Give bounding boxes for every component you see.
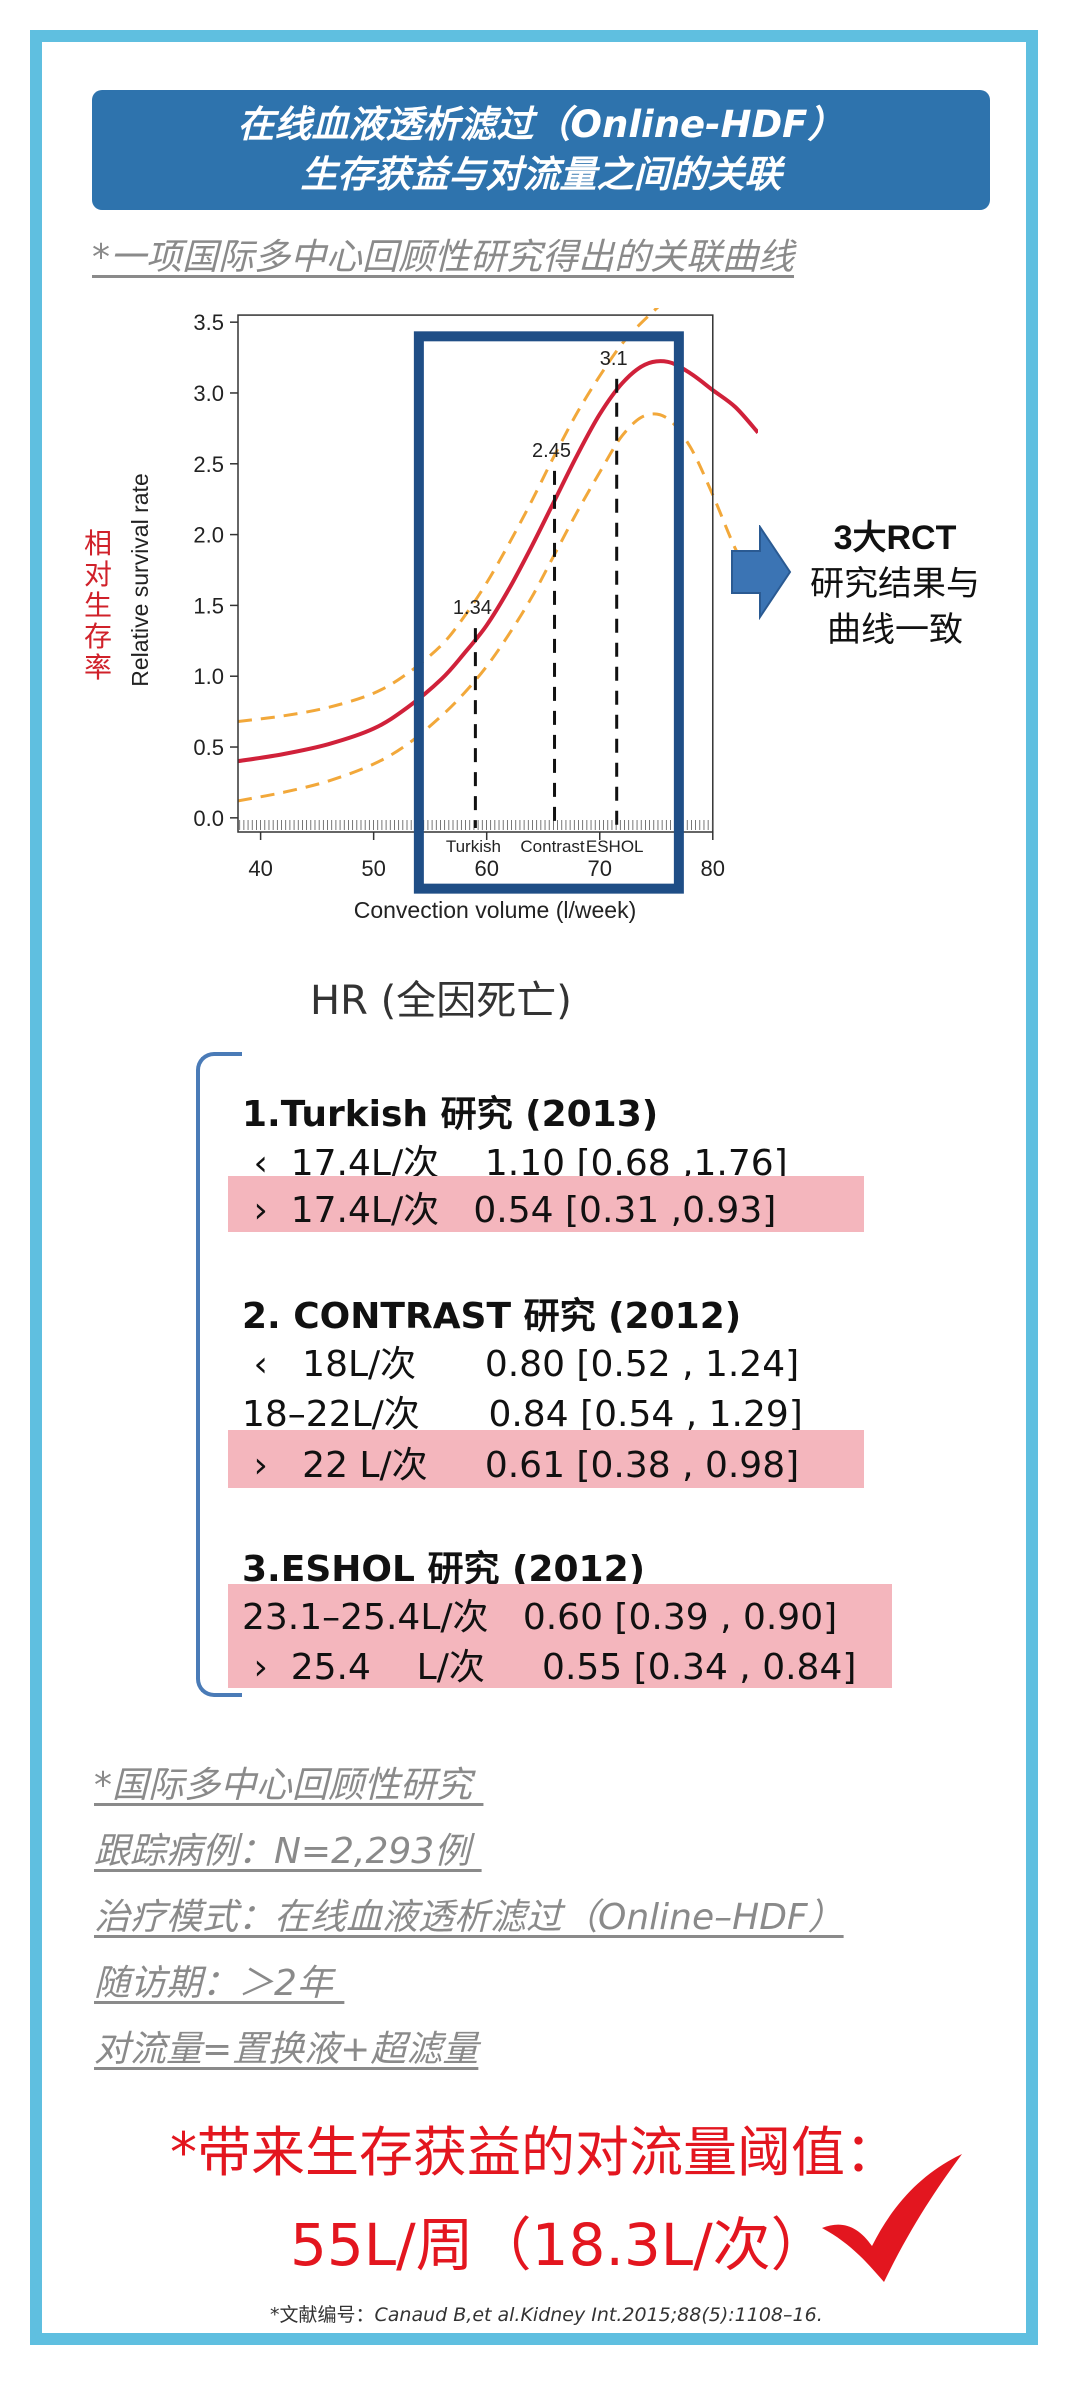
y-tick-label: 3.5: [193, 310, 224, 335]
highlight-box: [413, 331, 684, 894]
note-followup: 随访期：＞2年: [94, 1963, 345, 2004]
study-row: › 25.4 L/次 0.55 [0.34 , 0.84]: [242, 1647, 857, 1688]
banner-line-2: 生存获益与对流量之间的关联: [300, 153, 782, 196]
marker-study-label: Turkish: [446, 837, 501, 856]
arrow-icon: [731, 525, 792, 620]
x-tick-label: 70: [587, 856, 611, 881]
series-lower-ci: [238, 412, 758, 803]
y-tick-label: 1.5: [193, 593, 224, 618]
survival-chart: 0.0 0.5 1.0 1.5 2.0 2.5 3.0 3.5 40 50 60 70 80 1.34 T…: [127, 308, 758, 923]
y-tick-label: 2.0: [193, 523, 224, 548]
reference-prefix: *文献编号：: [270, 2304, 375, 2326]
x-tick-label: 80: [701, 856, 725, 881]
study-title-eshol: 3.ESHOL 研究 (2012): [242, 1549, 646, 1590]
study-row: › 17.4L/次 0.54 [0.31 ,0.93]: [242, 1190, 777, 1231]
study-title-turkish: 1.Turkish 研究 (2013): [242, 1094, 659, 1135]
x-axis-label: Convection volume (l/week): [354, 897, 637, 923]
rct-note: 3大RCT 研究结果与 曲线一致: [790, 515, 1000, 653]
note-study-type: *国际多中心回顾性研究: [94, 1765, 484, 1806]
y-tick-label: 0.0: [193, 806, 224, 831]
note-mode: 治疗模式：在线血液透析滤过（Online–HDF）: [94, 1897, 844, 1938]
y-tick-label: 2.5: [193, 452, 224, 477]
banner-line-1: 在线血液透析滤过（Online-HDF）: [237, 103, 845, 146]
threshold-heading: *带来生存获益的对流量阈值：: [170, 2121, 899, 2184]
series-upper-ci: [238, 308, 660, 724]
x-tick-label: 60: [474, 856, 498, 881]
series-estimate: [238, 359, 758, 764]
study-row: ‹ 18L/次 0.80 [0.52 , 1.24]: [242, 1344, 800, 1385]
x-tick-label: 40: [248, 856, 272, 881]
marker-value-label: 1.34: [453, 597, 492, 619]
row-highlight: [228, 1176, 864, 1232]
reference: *文献编号：Canaud B,et al.Kidney Int.2015;88(…: [270, 2300, 823, 2327]
studies-bracket: [196, 1052, 242, 1697]
study-row: 18–22L/次 0.84 [0.54 , 1.29]: [242, 1394, 803, 1435]
x-tick-label: 50: [361, 856, 385, 881]
chart-subtitle: *一项国际多中心回顾性研究得出的关联曲线: [92, 237, 795, 278]
rct-note-line-3: 曲线一致: [827, 610, 963, 650]
marker-study-label: Contrast: [520, 837, 585, 856]
y-label-char: 对: [83, 558, 112, 591]
marker-value-label: 3.1: [600, 348, 628, 370]
row-highlight: [228, 1430, 864, 1488]
reference-text: Canaud B,et al.Kidney Int.2015;88(5):110…: [374, 2304, 823, 2326]
threshold-value: 55L/周（18.3L/次）: [290, 2211, 829, 2279]
study-row: › 22 L/次 0.61 [0.38 , 0.98]: [242, 1445, 800, 1486]
title-banner: 在线血液透析滤过（Online-HDF） 生存获益与对流量之间的关联: [92, 90, 990, 210]
y-label-char: 生: [83, 589, 112, 622]
study-row: 23.1–25.4L/次 0.60 [0.39 , 0.90]: [242, 1597, 838, 1638]
rct-note-line-1: 3大RCT: [833, 519, 957, 557]
y-label-char: 相: [83, 527, 112, 560]
marker-value-label: 2.45: [532, 440, 571, 462]
y-tick-label: 3.0: [193, 381, 224, 406]
study-title-contrast: 2. CONTRAST 研究 (2012): [242, 1296, 742, 1337]
y-tick-label: 1.0: [193, 664, 224, 689]
checkmark-icon: [822, 2154, 962, 2282]
y-tick-label: 0.5: [193, 735, 224, 760]
note-definition: 对流量=置换液+超滤量: [94, 2029, 479, 2070]
marker-study-label: ESHOL: [586, 837, 644, 856]
hr-title: HR (全因死亡): [310, 978, 572, 1024]
y-axis-label: Relative survival rate: [127, 473, 153, 686]
y-label-char: 存: [83, 620, 112, 653]
plot-frame: [237, 314, 714, 833]
row-highlight: [228, 1584, 892, 1688]
rct-note-line-2: 研究结果与: [810, 564, 980, 604]
y-axis-label-cn: 相 对 生 存 率: [78, 528, 118, 683]
y-label-char: 率: [83, 651, 112, 684]
note-cases: 跟踪病例：N=2,293例: [94, 1831, 482, 1872]
page-frame: [30, 30, 1038, 2345]
